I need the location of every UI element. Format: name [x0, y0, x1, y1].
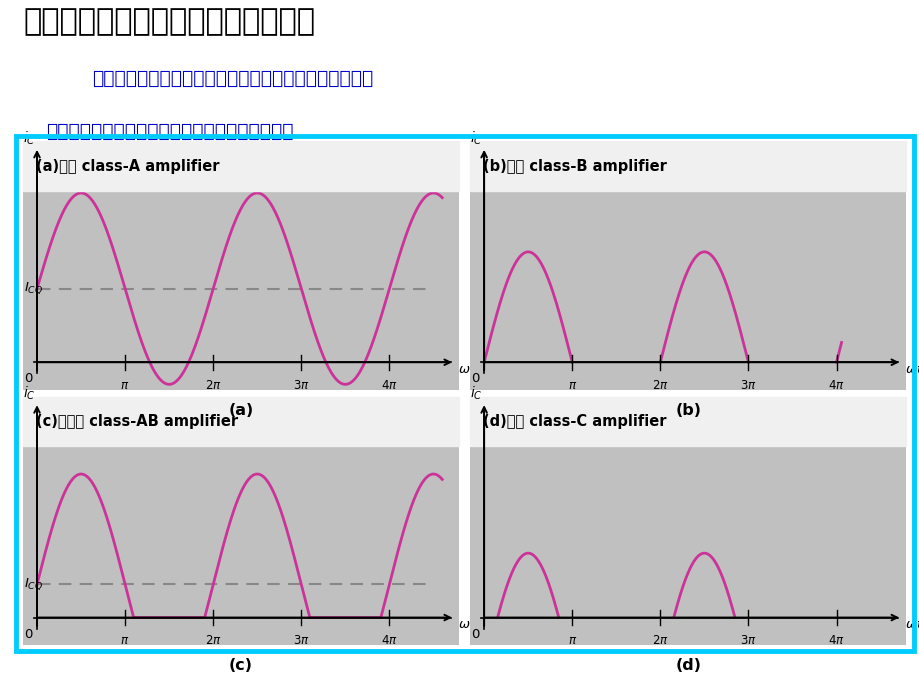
Text: (a)甲类 class-A amplifier: (a)甲类 class-A amplifier [36, 159, 220, 174]
Text: $3\pi$: $3\pi$ [739, 379, 756, 392]
Bar [470, 397, 905, 446]
Text: $4\pi$: $4\pi$ [380, 379, 397, 392]
Text: (d): (d) [675, 658, 700, 673]
Bar [470, 141, 905, 191]
Text: $3\pi$: $3\pi$ [292, 634, 310, 647]
Text: $2\pi$: $2\pi$ [205, 634, 221, 647]
Text: $\pi$: $\pi$ [120, 379, 130, 392]
Bar [23, 397, 459, 446]
Text: 0: 0 [471, 628, 480, 640]
Text: $i_C$: $i_C$ [23, 130, 36, 147]
Text: $\omega t$: $\omega t$ [903, 363, 919, 376]
Text: $2\pi$: $2\pi$ [205, 379, 221, 392]
Text: $4\pi$: $4\pi$ [380, 634, 397, 647]
Text: (b)乙类 class-B amplifier: (b)乙类 class-B amplifier [482, 159, 666, 174]
Text: $4\pi$: $4\pi$ [827, 634, 844, 647]
Bar [23, 141, 459, 191]
Text: $i_C$: $i_C$ [470, 130, 482, 147]
Text: (b): (b) [675, 403, 700, 418]
Text: (c)甲乙类 class-AB amplifier: (c)甲乙类 class-AB amplifier [36, 414, 238, 429]
Text: (a): (a) [228, 403, 254, 418]
Text: $\pi$: $\pi$ [120, 634, 130, 647]
Text: 0: 0 [25, 628, 33, 640]
Text: $\pi$: $\pi$ [567, 379, 576, 392]
Text: 放大器件的工作状态可分为甲类、乙类、丙类等。: 放大器件的工作状态可分为甲类、乙类、丙类等。 [46, 121, 293, 141]
Text: $3\pi$: $3\pi$ [739, 634, 756, 647]
Text: $i_C$: $i_C$ [23, 385, 36, 402]
Text: $i_C$: $i_C$ [470, 385, 482, 402]
Text: 0: 0 [25, 373, 33, 385]
Text: 功率放大器的效率与其放大器件的工作状态有直接关系。: 功率放大器的效率与其放大器件的工作状态有直接关系。 [92, 69, 373, 88]
Text: 三、功放的种类：甲类、乙类、丙类: 三、功放的种类：甲类、乙类、丙类 [23, 7, 314, 36]
Text: $3\pi$: $3\pi$ [292, 379, 310, 392]
Text: (c): (c) [229, 658, 253, 673]
Text: $\omega t$: $\omega t$ [457, 618, 476, 631]
Text: $4\pi$: $4\pi$ [827, 379, 844, 392]
Text: $I_{CQ}$: $I_{CQ}$ [24, 577, 43, 592]
Text: (d)丙类 class-C amplifier: (d)丙类 class-C amplifier [482, 414, 666, 429]
Text: $I_{CQ}$: $I_{CQ}$ [24, 281, 43, 297]
Text: $2\pi$: $2\pi$ [652, 634, 668, 647]
Text: $\omega t$: $\omega t$ [457, 363, 476, 376]
Text: $\omega t$: $\omega t$ [903, 618, 919, 631]
Text: $2\pi$: $2\pi$ [652, 379, 668, 392]
Text: $\pi$: $\pi$ [567, 634, 576, 647]
Text: 0: 0 [471, 373, 480, 385]
